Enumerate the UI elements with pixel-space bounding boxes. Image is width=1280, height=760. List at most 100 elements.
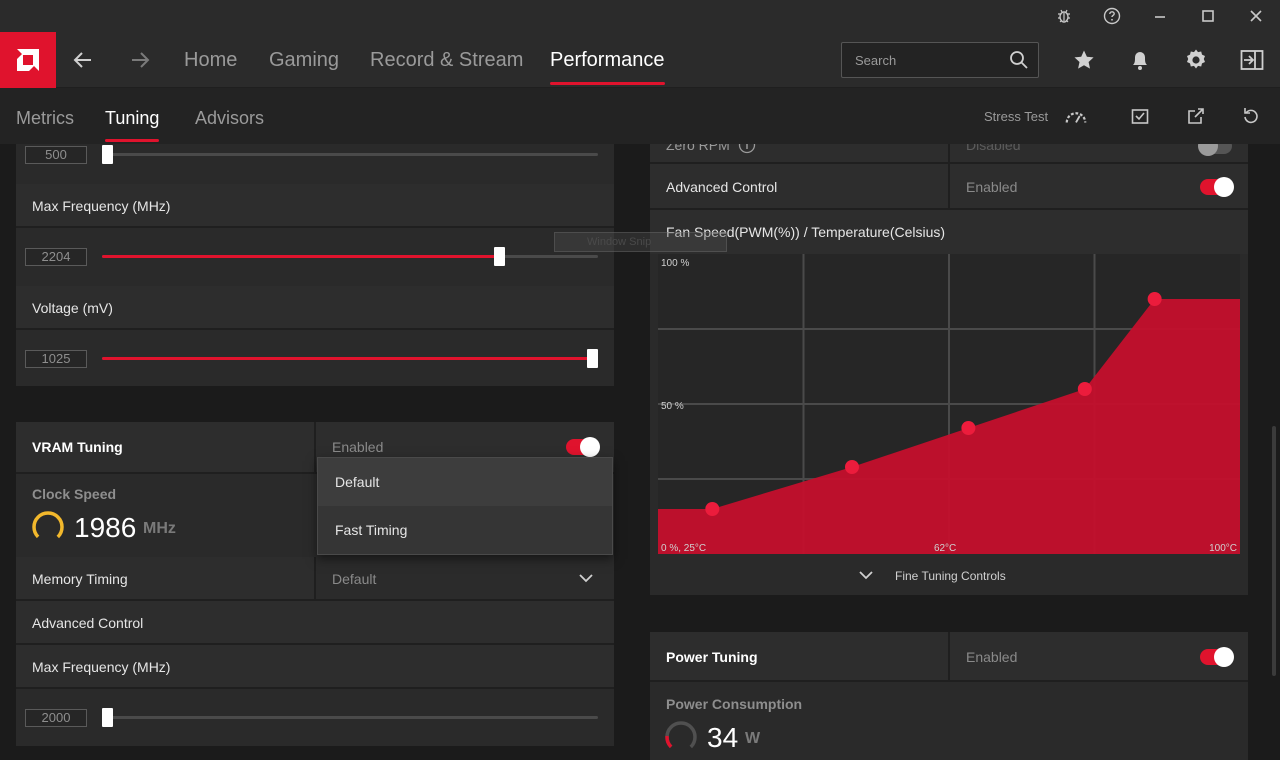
vram-advanced-control-row: Advanced Control — [16, 601, 614, 645]
divider — [948, 632, 950, 680]
y-tick-label-100: 100 % — [661, 258, 689, 269]
nav-tab-record-stream[interactable]: Record & Stream — [370, 49, 524, 71]
min-frequency-slider-thumb[interactable] — [102, 145, 113, 164]
scrollbar[interactable] — [1272, 426, 1276, 676]
fan-chart-title: Fan Speed(PWM(%)) / Temperature(Celsius) — [666, 224, 946, 240]
divider — [314, 557, 316, 599]
fan-advanced-control-label: Advanced Control — [666, 179, 778, 195]
voltage-slider-thumb[interactable] — [587, 349, 598, 368]
gpu-tuning-panel: 500 Max Frequency (MHz) 2204 Voltage (mV… — [16, 144, 614, 386]
fan-chart-title-row: Fan Speed(PWM(%)) / Temperature(Celsius) — [650, 210, 1248, 254]
clock-speed-label: Clock Speed — [32, 486, 117, 502]
min-frequency-value-box[interactable]: 500 — [25, 146, 87, 164]
vram-max-frequency-label: Max Frequency (MHz) — [32, 659, 171, 675]
max-frequency-value-box[interactable]: 2204 — [25, 248, 87, 266]
memory-timing-dropdown-menu: Default Fast Timing — [317, 457, 613, 555]
apply-changes-icon[interactable] — [1128, 104, 1152, 128]
fan-advanced-control-toggle[interactable] — [1200, 177, 1234, 197]
zero-rpm-toggle[interactable] — [1198, 144, 1232, 156]
fan-curve-area — [658, 299, 1240, 554]
divider — [314, 422, 316, 472]
power-tuning-toggle[interactable] — [1200, 647, 1234, 667]
maximize-icon[interactable] — [1196, 4, 1220, 28]
nav-tab-gaming[interactable]: Gaming — [269, 49, 340, 71]
fan-curve-point[interactable] — [845, 460, 859, 474]
fine-tuning-controls-row[interactable]: Fine Tuning Controls — [650, 554, 1248, 595]
window-snip-label: Window Snip — [587, 236, 652, 248]
vram-advanced-control-label: Advanced Control — [32, 615, 144, 631]
gear-icon[interactable] — [1184, 48, 1208, 72]
fan-advanced-control-status: Enabled — [966, 179, 1018, 195]
exit-panel-icon[interactable] — [1240, 48, 1264, 72]
max-frequency-slider-fill — [102, 255, 499, 258]
info-icon[interactable] — [738, 144, 756, 159]
memory-timing-selected-value: Default — [332, 571, 377, 587]
nav-tab-performance[interactable]: Performance — [550, 49, 665, 85]
max-frequency-slider-thumb[interactable] — [493, 247, 505, 266]
power-tuning-header: Power Tuning Enabled — [650, 632, 1248, 682]
chevron-down-icon — [858, 568, 874, 586]
voltage-slider[interactable] — [102, 349, 598, 368]
back-arrow-icon[interactable] — [71, 48, 95, 72]
max-frequency-row: Max Frequency (MHz) — [16, 184, 614, 228]
zero-rpm-status: Disabled — [966, 144, 1021, 153]
clock-speed-value: 1986 — [74, 512, 137, 543]
nav-tab-home[interactable]: Home — [184, 49, 238, 71]
vram-tuning-title: VRAM Tuning — [32, 439, 123, 455]
amd-logo-icon[interactable] — [0, 32, 56, 88]
power-consumption-value: 34 — [707, 722, 739, 753]
vram-max-frequency-slider-thumb[interactable] — [102, 708, 113, 727]
memory-timing-label: Memory Timing — [32, 571, 128, 587]
star-icon[interactable] — [1072, 48, 1096, 72]
x-tick-label-mid: 62°C — [934, 543, 956, 554]
tab-advisors[interactable]: Advisors — [195, 108, 265, 128]
fan-curve-point[interactable] — [961, 421, 976, 435]
y-tick-label-50: 50 % — [661, 401, 684, 412]
title-bar — [0, 0, 1280, 32]
vram-max-frequency-slider[interactable] — [102, 708, 598, 727]
export-icon[interactable] — [1184, 104, 1208, 128]
fan-curve-point[interactable] — [1147, 292, 1162, 306]
divider — [948, 144, 950, 162]
bug-icon[interactable] — [1052, 4, 1076, 28]
fan-curve-point[interactable] — [705, 502, 720, 516]
vram-tuning-toggle[interactable] — [566, 437, 600, 457]
search-icon[interactable] — [1009, 50, 1029, 75]
bell-icon[interactable] — [1128, 48, 1152, 72]
x-tick-label-end: 100°C — [1209, 543, 1237, 554]
voltage-value-box[interactable]: 1025 — [25, 350, 87, 368]
memory-timing-row: Memory Timing Default — [16, 557, 614, 601]
dropdown-option-default[interactable]: Default — [318, 458, 612, 506]
stress-test-gauge-icon[interactable] — [1064, 104, 1088, 128]
vram-max-frequency-row: Max Frequency (MHz) — [16, 645, 614, 689]
memory-timing-select[interactable]: Default — [316, 557, 614, 599]
vram-tuning-status: Enabled — [332, 439, 384, 455]
reset-icon[interactable] — [1239, 104, 1263, 128]
tab-metrics[interactable]: Metrics — [16, 108, 74, 128]
search-box — [841, 42, 1039, 78]
dropdown-option-fast-timing[interactable]: Fast Timing — [335, 522, 408, 538]
fan-curve-point[interactable] — [1077, 382, 1092, 396]
minimize-icon[interactable] — [1148, 4, 1172, 28]
vram-tuning-header: VRAM Tuning Enabled — [16, 422, 614, 474]
vram-max-frequency-value-box[interactable]: 2000 — [25, 709, 87, 727]
close-icon[interactable] — [1244, 4, 1268, 28]
max-frequency-slider[interactable] — [102, 247, 598, 266]
voltage-row: Voltage (mV) — [16, 286, 614, 330]
zero-rpm-row: Zero RPM Disabled — [650, 144, 1248, 164]
forward-arrow-icon[interactable] — [128, 48, 152, 72]
tab-tuning[interactable]: Tuning — [105, 108, 160, 142]
help-icon[interactable] — [1100, 4, 1124, 28]
x-tick-label-start: 0 %, 25°C — [661, 543, 706, 554]
search-input[interactable] — [842, 43, 1002, 77]
power-tuning-title: Power Tuning — [666, 649, 758, 665]
fine-tuning-controls-label: Fine Tuning Controls — [895, 569, 1006, 583]
max-frequency-label: Max Frequency (MHz) — [32, 198, 171, 214]
min-frequency-slider[interactable] — [102, 145, 598, 164]
power-consumption-label: Power Consumption — [666, 696, 803, 712]
window-snip-overlay: Window Snip — [554, 232, 727, 252]
power-tuning-status: Enabled — [966, 649, 1018, 665]
zero-rpm-label: Zero RPM — [666, 144, 730, 153]
fan-curve-chart[interactable]: 100 % 50 % 0 %, 25°C 62°C 100°C — [658, 254, 1240, 554]
stress-test-label[interactable]: Stress Test — [984, 109, 1049, 124]
